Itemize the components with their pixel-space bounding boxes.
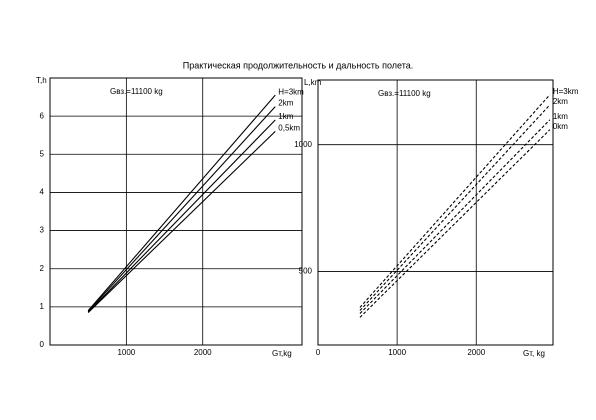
y-tick-label: 2 (40, 264, 45, 273)
series-label: H=3km (278, 87, 304, 96)
series-line (87, 94, 276, 312)
annotation: Gвз.=11100 kg (378, 89, 431, 98)
series-label: 0,5km (278, 124, 300, 133)
series-label: 2km (278, 99, 293, 108)
series-label: 1km (278, 112, 293, 121)
series-line (359, 129, 551, 318)
series-line (359, 104, 551, 311)
x-axis-label: Gт,kg (272, 349, 292, 358)
y-axis-label: L,km (304, 78, 322, 87)
y-tick-label: 6 (40, 111, 45, 120)
y-tick-label: 500 (299, 267, 313, 276)
page-title: Практическая продолжительность и дальнос… (183, 60, 414, 70)
y-tick-label: 0 (40, 340, 45, 349)
annotation: Gвз.=11100 kg (110, 87, 163, 96)
x-tick-label: 2000 (194, 348, 212, 357)
series-label: 1km (553, 112, 568, 121)
x-axis-label: Gт, kg (523, 349, 545, 358)
y-axis-label: T,h (36, 76, 47, 85)
series-line (87, 131, 276, 313)
series-line (359, 94, 551, 308)
series-label: H=3km (553, 87, 579, 96)
y-tick-label: 4 (40, 188, 45, 197)
series-label: 0km (553, 122, 568, 131)
x-tick-label: 0 (316, 348, 321, 357)
x-tick-label: 1000 (117, 348, 135, 357)
y-tick-label: 3 (40, 226, 45, 235)
series-label: 2km (553, 97, 568, 106)
y-tick-label: 1 (40, 302, 45, 311)
x-tick-label: 2000 (467, 348, 485, 357)
y-tick-label: 5 (40, 149, 45, 158)
series-line (359, 119, 551, 314)
series-line (87, 106, 276, 312)
y-tick-label: 1000 (294, 140, 312, 149)
series-line (87, 119, 276, 313)
x-tick-label: 1000 (388, 348, 406, 357)
